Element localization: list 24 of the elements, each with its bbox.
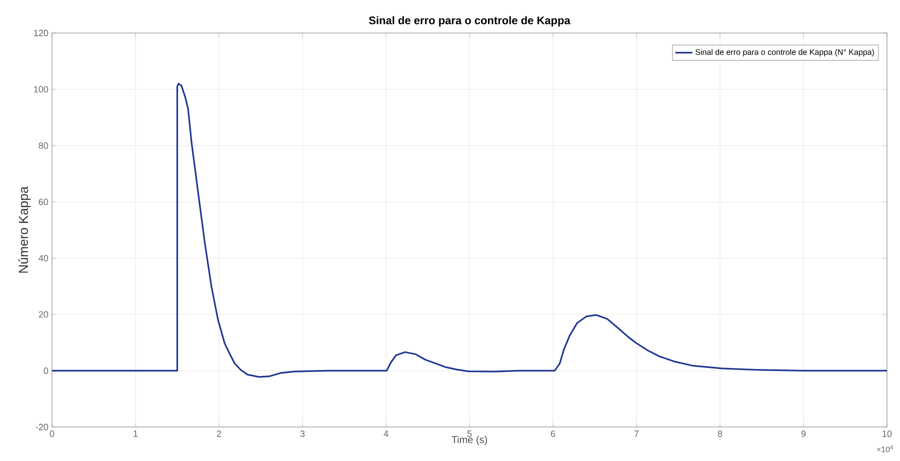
y-tick-label: 40: [38, 254, 48, 262]
x-tick-label: 8: [718, 430, 722, 437]
y-tick-label: 120: [34, 30, 48, 36]
x-tick-label: 5: [467, 430, 472, 437]
x-tick-label: 6: [550, 430, 556, 437]
legend-label: Sinal de erro para o controle de Kappa (N° Kappa): [696, 49, 874, 56]
x-tick-label: 2: [216, 430, 222, 437]
y-tick-label: 20: [38, 311, 48, 318]
y-tick-label: -20: [36, 424, 48, 430]
y-tick-label: 100: [34, 86, 48, 92]
chart-title: Sinal de erro para o controle de Kappa: [368, 16, 570, 26]
y-tick-label: 80: [38, 142, 48, 149]
x-tick-label: 1: [134, 430, 138, 437]
text: ×10$^{4}$: [876, 445, 894, 452]
x-tick-label: 10: [882, 430, 892, 437]
y-axis-title: Número Kappa: [18, 186, 31, 273]
x-tick-label: 0: [50, 430, 54, 437]
x-tick-label: 7: [634, 430, 639, 437]
x-axis-title: Time (s): [452, 436, 488, 446]
x-tick-label: 4: [384, 430, 388, 437]
y-tick-label: 60: [38, 198, 48, 206]
y-tick-label: 0: [44, 368, 48, 374]
x-tick-label: 9: [801, 430, 806, 437]
x-tick-label: 3: [300, 430, 305, 437]
